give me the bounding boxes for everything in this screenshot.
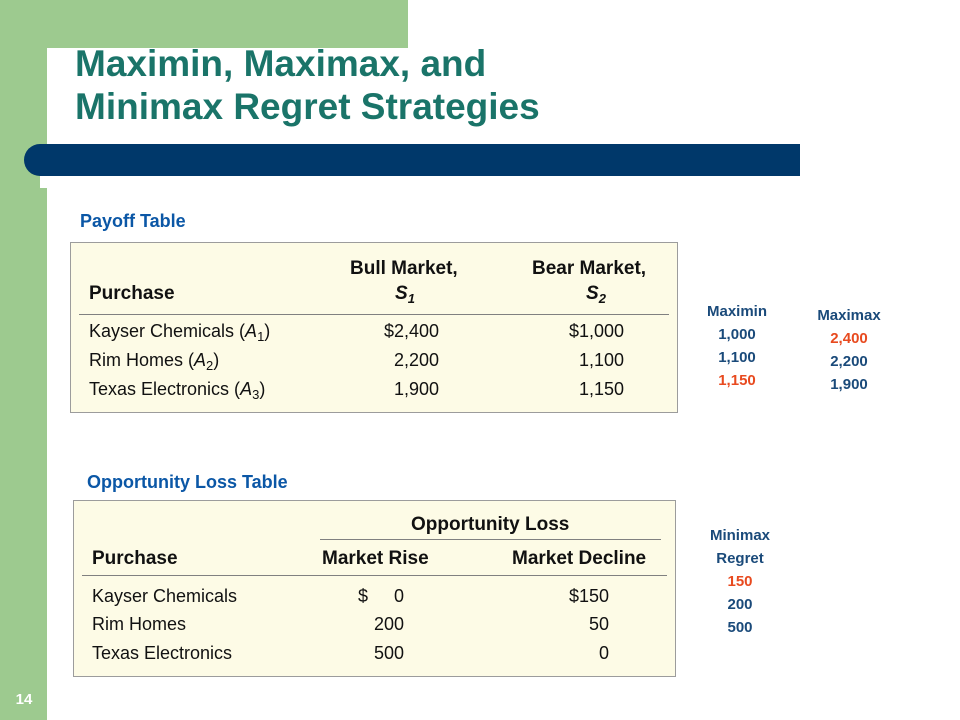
- opportunity-loss-table: Opportunity Loss Purchase Market Rise Ma…: [73, 500, 676, 677]
- alternative-symbol: A: [194, 350, 207, 370]
- minimax-regret-value: 200: [727, 596, 753, 613]
- maximin-heading: Maximin: [706, 303, 767, 320]
- alternative-symbol: A: [245, 321, 258, 341]
- bull-symbol: S: [395, 283, 408, 304]
- sidebar-decoration: [0, 0, 47, 720]
- divider-notch: [40, 176, 66, 188]
- row-purchase: Rim Homes (A2): [89, 349, 219, 377]
- row-rise-value: 500: [373, 643, 404, 663]
- maximin-value: 1,000: [718, 326, 756, 343]
- row-bull-value: $2,400: [383, 321, 439, 341]
- row-rise-prefix: $: [358, 586, 369, 606]
- alternative-subscript: 1: [257, 329, 265, 344]
- title-line-2: Minimax Regret Strategies: [75, 86, 540, 127]
- maximax-value-selected: 2,400: [830, 330, 868, 347]
- page-number: 14: [15, 691, 33, 708]
- purchase-name: Kayser Chemicals (: [89, 321, 246, 341]
- row-rise-value: 0: [393, 586, 404, 606]
- header-divider: [79, 314, 669, 315]
- row-rise-value: 200: [373, 614, 404, 634]
- row-purchase: Texas Electronics (A3): [89, 378, 265, 406]
- alternative-subscript: 2: [206, 358, 214, 373]
- row-bull-value: 2,200: [393, 350, 439, 370]
- maximax-value: 1,900: [830, 376, 868, 393]
- top-decoration: [47, 0, 408, 48]
- row-purchase: Kayser Chemicals (A1): [89, 320, 270, 348]
- alternative-subscript: 3: [252, 387, 260, 402]
- minimax-regret-value: 500: [727, 619, 753, 636]
- row-decline-value: 50: [588, 614, 609, 634]
- minimax-regret-column: Minimax Regret 150 200 500: [695, 524, 785, 639]
- header-market-rise: Market Rise: [322, 548, 429, 569]
- bear-symbol: S: [586, 283, 599, 304]
- minimax-regret-heading-line2: Regret: [716, 550, 764, 567]
- row-bear-value: 1,100: [578, 350, 624, 370]
- header-bull-market: Bull Market,: [350, 258, 458, 279]
- close-paren: ): [259, 379, 266, 399]
- purchase-name: Rim Homes (: [89, 350, 195, 370]
- close-paren: ): [213, 350, 220, 370]
- purchase-name: Texas Electronics (: [89, 379, 241, 399]
- row-bear-value: $1,000: [568, 321, 624, 341]
- header-divider: [82, 575, 667, 576]
- header-bear-market: Bear Market,: [532, 258, 647, 279]
- row-decline-value: $150: [568, 586, 609, 606]
- header-opportunity-loss: Opportunity Loss: [411, 514, 570, 535]
- row-decline-value: 0: [598, 643, 609, 663]
- payoff-table-label: Payoff Table: [80, 211, 186, 231]
- maximin-column: Maximin 1,000 1,100 1,150: [688, 300, 786, 392]
- row-bear-value: 1,150: [578, 379, 624, 399]
- bear-subscript: 2: [598, 291, 606, 306]
- slide-title: Maximin, Maximax, and Minimax Regret Str…: [75, 42, 540, 128]
- title-line-1: Maximin, Maximax, and: [75, 43, 487, 84]
- group-header-divider: [320, 539, 661, 540]
- header-bull-symbol: S1: [395, 283, 415, 310]
- maximin-value: 1,100: [718, 349, 756, 366]
- header-purchase: Purchase: [92, 548, 178, 569]
- row-bull-value: 1,900: [393, 379, 439, 399]
- row-purchase: Kayser Chemicals: [92, 586, 238, 606]
- alternative-symbol: A: [240, 379, 253, 399]
- row-purchase: Rim Homes: [92, 614, 187, 634]
- minimax-regret-value-selected: 150: [727, 573, 753, 590]
- row-purchase: Texas Electronics: [92, 643, 233, 663]
- header-market-decline: Market Decline: [512, 548, 647, 569]
- maximax-column: Maximax 2,400 2,200 1,900: [800, 304, 898, 396]
- header-purchase: Purchase: [89, 283, 175, 304]
- close-paren: ): [264, 321, 271, 341]
- maximax-value: 2,200: [830, 353, 868, 370]
- bull-subscript: 1: [407, 291, 415, 306]
- opportunity-loss-table-label: Opportunity Loss Table: [87, 472, 288, 492]
- payoff-table: Bull Market, S1 Bear Market, S2 Purchase…: [70, 242, 678, 413]
- maximin-value-selected: 1,150: [718, 372, 756, 389]
- maximax-heading: Maximax: [817, 307, 881, 324]
- header-bear-symbol: S2: [586, 283, 606, 310]
- minimax-regret-heading-line1: Minimax: [709, 527, 770, 544]
- title-divider-bar: [24, 144, 800, 176]
